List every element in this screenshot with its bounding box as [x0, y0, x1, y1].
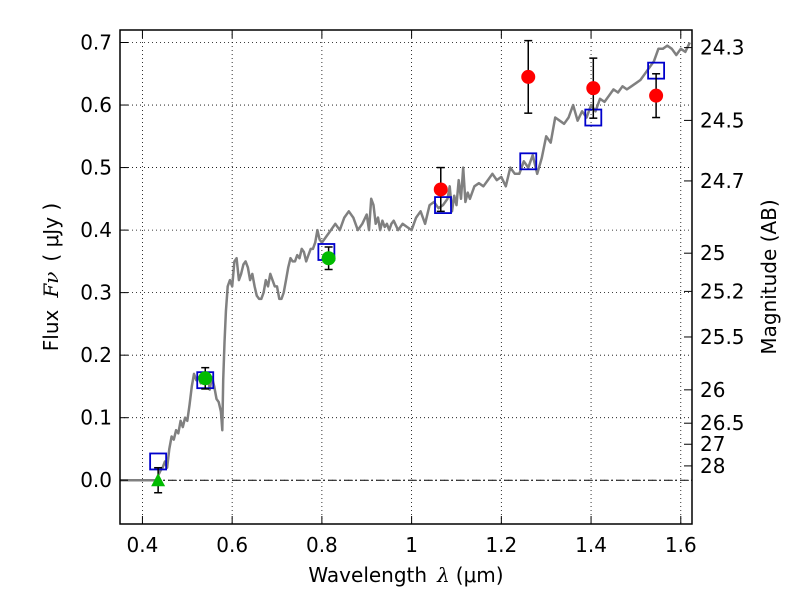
- y-tick-label: 0.2: [80, 343, 112, 367]
- y2-axis-label: Magnitude (AB): [757, 199, 781, 354]
- y2-tick-label: 24.5: [700, 108, 745, 132]
- y-axis-label-symbol: Fν: [39, 272, 63, 299]
- model-photometry-marker: [519, 152, 538, 171]
- y2-tick-label: 28: [700, 454, 725, 478]
- x-axis-label-text: Wavelength: [308, 563, 427, 587]
- y2-tick-label: 26: [700, 378, 725, 402]
- observed-point-green: [198, 371, 213, 386]
- x-tick-label: 0.4: [127, 533, 159, 557]
- y-tick-label: 0.1: [80, 406, 112, 430]
- observed-point-green: [321, 251, 336, 266]
- y-axis-label-unit: ( μJy ): [39, 203, 63, 262]
- y2-tick-label: 24.3: [700, 36, 745, 60]
- observed-point-red: [649, 88, 664, 103]
- y2-tick-label: 25.5: [700, 325, 745, 349]
- observed-point-red: [521, 69, 536, 84]
- y-tick-label: 0.3: [80, 281, 112, 305]
- y-tick-label: 0.0: [80, 468, 112, 492]
- y-tick-label: 0.4: [80, 218, 112, 242]
- plot-frame: [119, 29, 693, 525]
- observed-point-red: [433, 182, 448, 197]
- x-axis-label-unit: (μm): [456, 563, 504, 587]
- x-tick-label: 1.6: [665, 533, 697, 557]
- x-tick-label: 1.2: [485, 533, 517, 557]
- y-axis-label-text: Flux: [39, 309, 63, 351]
- y-tick-label: 0.7: [80, 31, 112, 55]
- model-photometry-marker: [434, 196, 452, 214]
- y2-tick-label: 27: [700, 432, 725, 456]
- upper-limit-triangle: [151, 473, 166, 487]
- y-axis-label: Flux Fν ( μJy ): [39, 203, 63, 351]
- model-spectrum-line: [120, 41, 691, 482]
- y2-tick-label: 25.2: [700, 279, 745, 303]
- y-tick-label: 0.5: [80, 156, 112, 180]
- x-tick-label: 0.6: [216, 533, 248, 557]
- x-tick-label: 1.4: [575, 533, 607, 557]
- x-tick-label: 1: [405, 533, 418, 557]
- y2-tick-label: 26.5: [700, 411, 745, 435]
- plot-background: [120, 30, 692, 524]
- x-tick-label: 0.8: [306, 533, 338, 557]
- ticks: 0.4 0.6 0.8 1 1.2 1.4 1.6 0.0 0.1 0.2 0.3 0.4 0.5 0.6…: [80, 30, 745, 557]
- x-axis-label: Wavelength λ (μm): [308, 563, 503, 587]
- y-tick-label: 0.6: [80, 93, 112, 117]
- x-axis-label-symbol: λ: [436, 563, 450, 587]
- y2-tick-label: 24.7: [700, 169, 745, 193]
- y2-tick-label: 25: [700, 241, 725, 265]
- observed-point-red: [586, 81, 601, 96]
- data-layer: [120, 39, 692, 494]
